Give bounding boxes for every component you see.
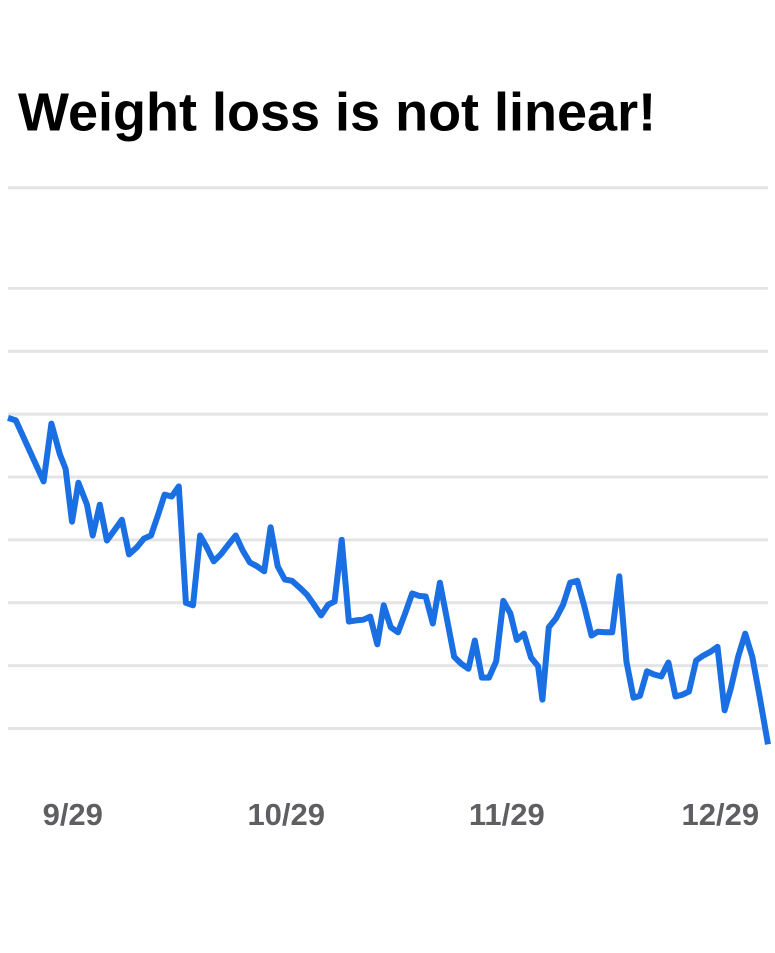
x-tick-label: 11/29: [469, 797, 545, 832]
x-tick-label: 9/29: [43, 797, 103, 832]
data-line: [7, 415, 771, 745]
x-tick-label: 12/29: [682, 797, 760, 832]
chart-title: Weight loss is not linear!: [18, 82, 656, 142]
x-tick-label: 10/29: [247, 797, 325, 832]
